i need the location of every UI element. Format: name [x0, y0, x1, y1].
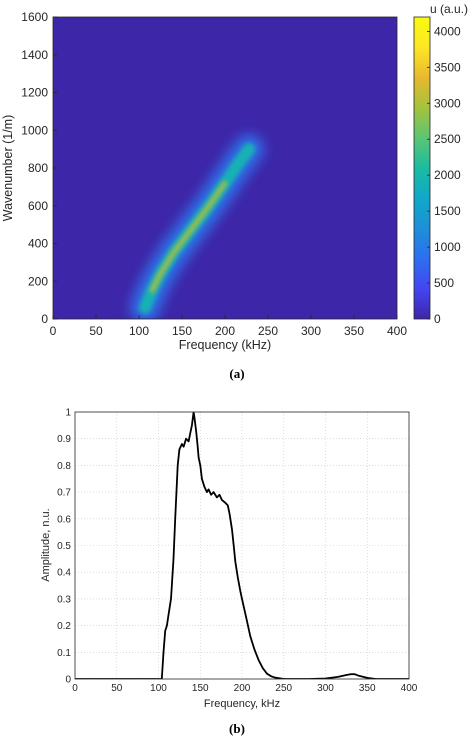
y-tick-label-a: 1200: [21, 86, 48, 100]
x-tick-label-b: 50: [111, 683, 123, 694]
x-tick-label-a: 150: [172, 324, 192, 338]
colorbar-title: u (a.u.): [430, 2, 468, 16]
x-tick-label-b: 250: [275, 683, 292, 694]
plot-frame-b: [74, 411, 410, 680]
x-tick-label-a: 300: [301, 324, 321, 338]
x-tick-label-a: 100: [129, 324, 149, 338]
y-tick-label-a: 0: [41, 312, 48, 326]
x-tick-label-a: 350: [344, 324, 364, 338]
x-tick-label-a: 50: [89, 324, 103, 338]
x-tick-label-a: 400: [387, 324, 407, 338]
y-tick-label-b: 0.5: [57, 541, 71, 552]
y-tick-label-b: 0.6: [57, 514, 71, 525]
y-tick-label-a: 800: [28, 161, 48, 175]
y-tick-label-b: 0.8: [57, 461, 71, 472]
ridge-core: [149, 181, 227, 293]
colorbar-tick-label: 500: [434, 276, 454, 290]
panel-label-a: (a): [229, 366, 244, 381]
colorbar-tick-label: 2500: [434, 132, 461, 146]
x-tick-label-a: 0: [50, 324, 57, 338]
axes-a-ticks: 0 50 100 150 200 250 300 350 400 0 200 400 600 800 100…: [21, 10, 407, 338]
heatmap-ridge: [130, 134, 265, 319]
y-axis-label-a: Wavenumber (1/m): [1, 115, 15, 222]
y-tick-label-b: 0.7: [57, 488, 71, 499]
y-tick-label-a: 1600: [21, 10, 48, 24]
y-tick-label-b: 0.3: [57, 594, 71, 605]
y-tick-label-a: 200: [28, 274, 48, 288]
x-tick-label-b: 400: [401, 683, 418, 694]
x-tick-label-b: 300: [317, 683, 334, 694]
chart-b: 0 50 100 150 200 250 300 350 400 0 0.1 0.2 0.3 0.4 0.5…: [40, 408, 418, 737]
y-tick-label-b: 0: [65, 675, 71, 686]
colorbar-tick-label: 2000: [434, 168, 461, 182]
x-axis-label-a: Frequency (kHz): [179, 338, 271, 352]
x-tick-label-b: 350: [359, 683, 376, 694]
colorbar-tick-label: 0: [434, 312, 441, 326]
x-tick-label-b: 200: [234, 683, 251, 694]
x-tick-label-b: 150: [192, 683, 209, 694]
x-tick-label-a: 250: [258, 324, 278, 338]
y-tick-label-a: 600: [28, 199, 48, 213]
chart-a: 0 50 100 150 200 250 300 350 4000200400600800100…: [1, 2, 468, 381]
y-tick-label-b: 1: [65, 408, 71, 419]
y-tick-label-b: 0.1: [57, 648, 71, 659]
colorbar-tick-label: 3000: [434, 96, 461, 110]
colorbar-tick-label: 3500: [434, 60, 461, 74]
colorbar-tick-label: 1000: [434, 240, 461, 254]
colorbar-ticks: 0 500 1000 1500 2000 2500 3000 3500 4000: [427, 24, 461, 326]
x-tick-label-b: 0: [72, 683, 78, 694]
y-tick-label-b: 0.9: [57, 434, 71, 445]
plot-area-b: [75, 412, 409, 679]
series-line: [75, 412, 409, 679]
colorbar: [413, 16, 431, 320]
panel-label-b: (b): [229, 721, 245, 736]
y-tick-label-a: 400: [28, 237, 48, 251]
colorbar-tick-label: 4000: [434, 24, 461, 38]
axes-b-ticks: 0 50 100 150 200 250 300 350 400 0 0.1 0.2 0.3 0.4 0.5…: [57, 408, 418, 695]
y-axis-label-b: Amplitude, n.u.: [40, 508, 52, 581]
y-tick-label-b: 0.2: [57, 621, 71, 632]
x-tick-label-b: 100: [150, 683, 167, 694]
x-tick-label-a: 200: [215, 324, 235, 338]
y-tick-label-b: 0.4: [57, 568, 71, 579]
y-tick-label-a: 1400: [21, 48, 48, 62]
x-axis-label-b: Frequency, kHz: [204, 698, 280, 710]
y-tick-label-a: 1000: [21, 123, 48, 137]
colorbar-tick-label: 1500: [434, 204, 461, 218]
